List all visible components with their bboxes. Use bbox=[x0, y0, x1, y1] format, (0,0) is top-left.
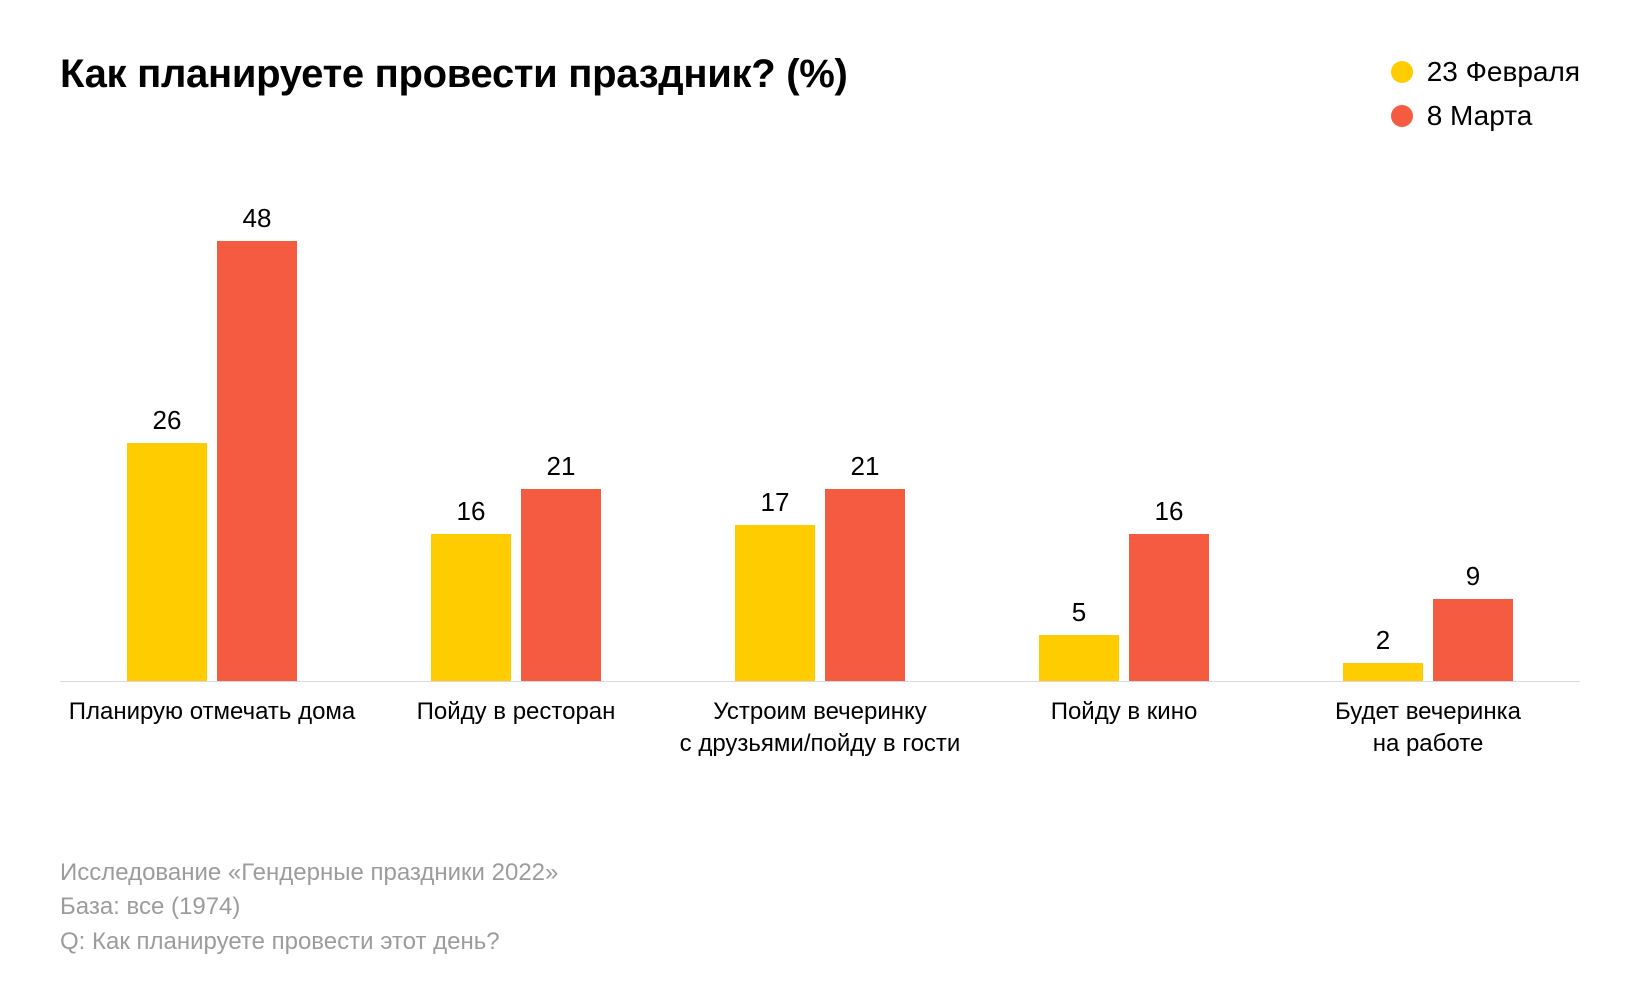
bar-column: 16 bbox=[1129, 498, 1209, 681]
chart-footer: Исследование «Гендерные праздники 2022» … bbox=[60, 856, 558, 960]
bar-group: 29 bbox=[1276, 563, 1580, 682]
chart-card: Как планируете провести праздник? (%) 23… bbox=[0, 0, 1640, 1004]
x-axis-label: Будет вечеринка на работе bbox=[1276, 696, 1580, 761]
x-axis-label: Планирую отмечать дома bbox=[60, 696, 364, 761]
bar-group: 5 16 bbox=[972, 498, 1276, 681]
bar-column: 48 bbox=[217, 205, 297, 681]
bar-column: 21 bbox=[521, 453, 601, 682]
bar-column: 21 bbox=[825, 453, 905, 682]
bar-value-label: 17 bbox=[761, 489, 790, 515]
bar-value-label: 16 bbox=[1155, 498, 1184, 524]
bar-group: 1721 bbox=[668, 453, 972, 682]
bar-column: 9 bbox=[1433, 563, 1513, 682]
bar bbox=[431, 534, 511, 681]
bar-value-label: 5 bbox=[1072, 599, 1086, 625]
legend-item-s2: 8 Марта bbox=[1391, 100, 1580, 132]
bar-column: 17 bbox=[735, 489, 815, 681]
legend-label-s2: 8 Марта bbox=[1427, 100, 1533, 132]
bar-value-label: 2 bbox=[1376, 627, 1390, 653]
bar-value-label: 48 bbox=[243, 205, 272, 231]
bar-column: 16 bbox=[431, 498, 511, 681]
bar-value-label: 26 bbox=[153, 407, 182, 433]
legend-item-s1: 23 Февраля bbox=[1391, 56, 1580, 88]
x-axis-label: Пойду в ресторан bbox=[364, 696, 668, 761]
bar bbox=[1343, 663, 1423, 681]
bar-column: 5 bbox=[1039, 599, 1119, 681]
bar bbox=[825, 489, 905, 682]
bar-column: 2 bbox=[1343, 627, 1423, 681]
bar bbox=[1039, 635, 1119, 681]
bar-value-label: 21 bbox=[851, 453, 880, 479]
footer-line-3: Q: Как планируете провести этот день? bbox=[60, 925, 558, 960]
bar bbox=[1129, 534, 1209, 681]
bar bbox=[735, 525, 815, 681]
chart-legend: 23 Февраля 8 Марта bbox=[1391, 56, 1580, 132]
x-axis-labels: Планирую отмечать домаПойду в ресторанУс… bbox=[60, 696, 1580, 761]
footer-line-2: База: все (1974) bbox=[60, 890, 558, 925]
bar-groups: 26481621172151629 bbox=[60, 242, 1580, 681]
legend-swatch-s1 bbox=[1391, 61, 1413, 83]
bar-value-label: 9 bbox=[1466, 563, 1480, 589]
x-axis-label: Пойду в кино bbox=[972, 696, 1276, 761]
legend-label-s1: 23 Февраля bbox=[1427, 56, 1580, 88]
bar bbox=[127, 443, 207, 681]
bar-value-label: 21 bbox=[547, 453, 576, 479]
bar bbox=[217, 241, 297, 681]
footer-line-1: Исследование «Гендерные праздники 2022» bbox=[60, 856, 558, 891]
bar bbox=[1433, 599, 1513, 682]
bar-value-label: 16 bbox=[457, 498, 486, 524]
chart-plot: 26481621172151629 bbox=[60, 242, 1580, 682]
chart-title: Как планируете провести праздник? (%) bbox=[60, 52, 848, 97]
bar bbox=[521, 489, 601, 682]
legend-swatch-s2 bbox=[1391, 105, 1413, 127]
bar-column: 26 bbox=[127, 407, 207, 681]
chart-area: 26481621172151629 Планирую отмечать дома… bbox=[60, 242, 1580, 761]
x-axis-label: Устроим вечеринку с друзьями/пойду в гос… bbox=[668, 696, 972, 761]
chart-header: Как планируете провести праздник? (%) 23… bbox=[60, 52, 1580, 132]
bar-group: 1621 bbox=[364, 453, 668, 682]
bar-group: 26 48 bbox=[60, 205, 364, 681]
